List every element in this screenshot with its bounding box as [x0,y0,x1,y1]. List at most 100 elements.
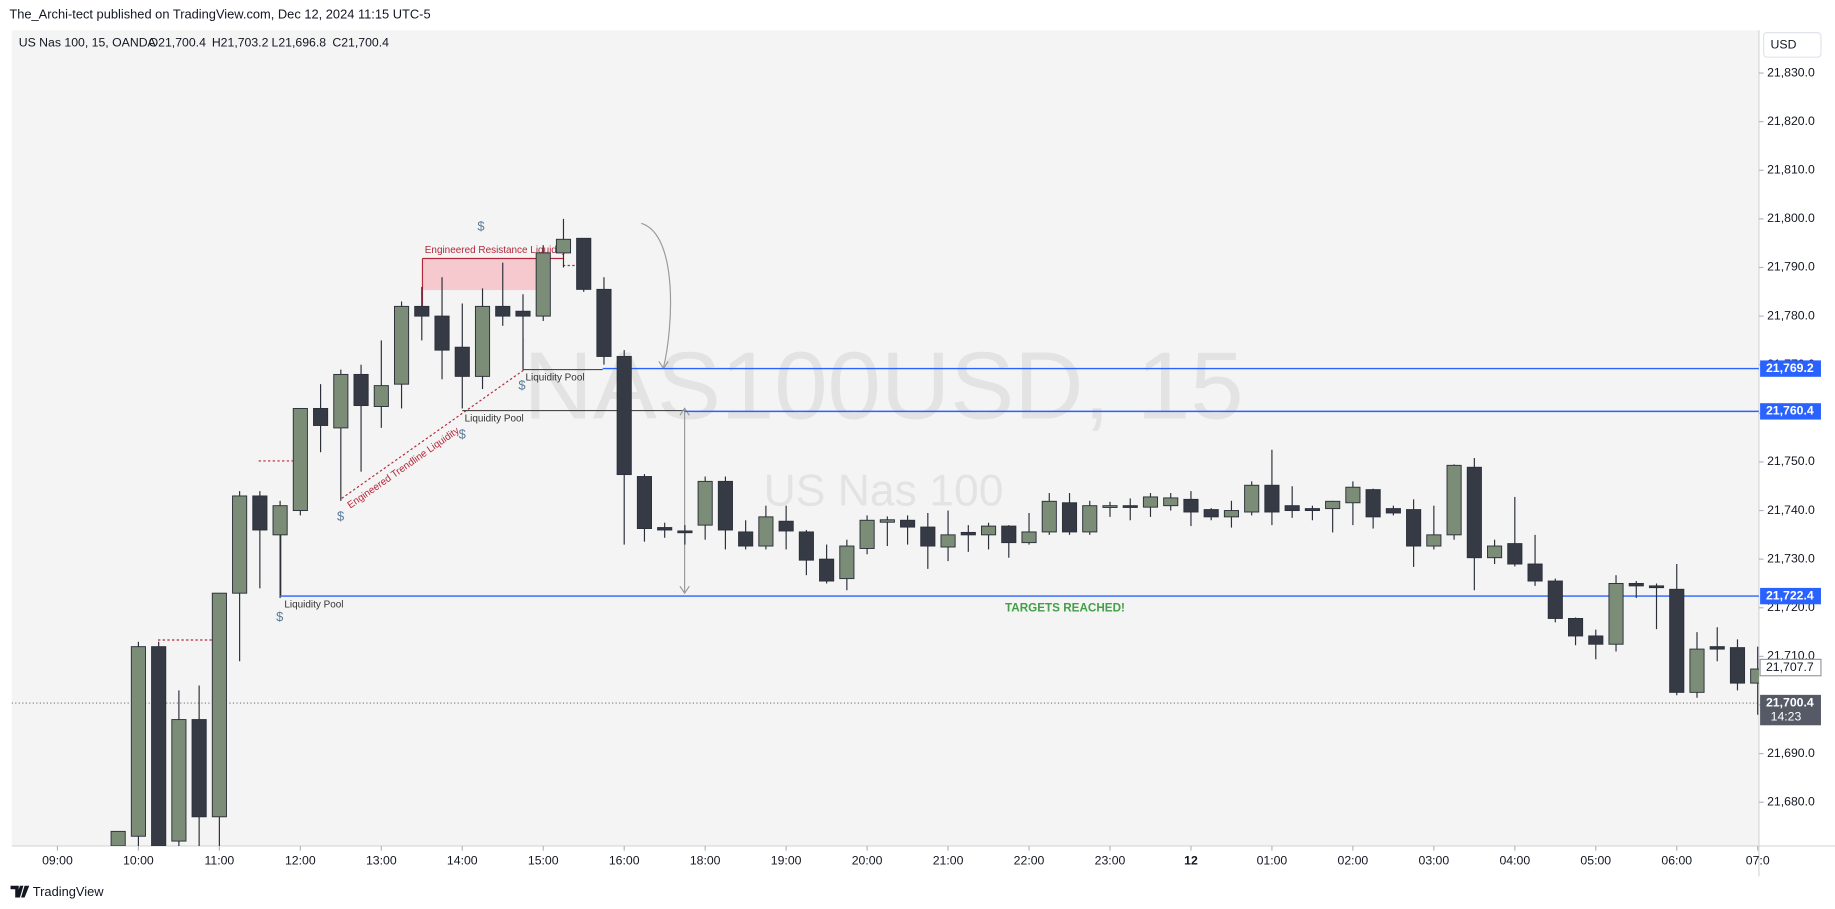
arrow-head [679,407,690,595]
annotation: TARGETS REACHED! [1005,601,1125,614]
dollar-icon: $ [518,377,525,392]
level-price-label [1760,403,1821,420]
candle-body [1102,505,1118,508]
candle-body [1385,508,1401,514]
candle-body [677,530,693,534]
x-tick-label: 11:00 [204,853,234,867]
x-tick-label: 02:00 [1338,853,1369,867]
candle-body [1001,525,1017,544]
candle-body [1669,588,1685,693]
y-tick-label: 21,810.0 [1767,163,1815,177]
candle-body [1628,582,1644,587]
marker-price-text: 21,707.7 [1766,660,1814,674]
candle-body [393,305,410,385]
dollar-icon: $ [459,427,466,442]
dollar-icon: $ [477,218,484,233]
resistance-zone [422,258,536,291]
curved-arrow [641,222,672,368]
candle-body [1203,509,1219,518]
candle-body [1608,582,1624,645]
candle-body [798,531,814,561]
dollar-icon: $ [337,509,344,524]
candle-body [313,407,329,426]
candle-body [1223,510,1239,518]
x-tick-label: 20:00 [852,853,883,867]
candle-body [1709,646,1725,650]
candle-body [1122,505,1138,508]
candle-body [717,480,733,531]
x-tick-label: 15:00 [528,853,559,867]
x-tick-label: 19:00 [771,853,802,867]
candle-body [515,310,531,317]
candle-body [960,531,976,536]
candle-body [171,719,187,842]
candle-body [474,305,491,377]
level-price-text: 21,722.4 [1766,588,1814,602]
candle-body [1041,500,1057,533]
legend-open: O21,700.4 [149,35,206,49]
candle-body [1284,505,1300,512]
candle-body [272,505,288,536]
x-tick-label: 06:00 [1661,853,1692,867]
candle-body [130,646,146,837]
y-tick-label: 21,820.0 [1767,114,1815,128]
x-tick-label: 13:00 [366,853,397,867]
x-tick-label: 09:00 [42,853,73,867]
y-tick-label: 21,680.0 [1767,794,1815,808]
level-price-label [1760,360,1821,377]
candle-body [1021,531,1037,544]
candle-body [1406,509,1422,547]
level-price-text: 21,769.2 [1766,361,1814,375]
annotation: Liquidity Pool [284,600,343,611]
candle-body [434,315,450,351]
x-tick-label: 01:00 [1257,853,1288,867]
candle-body [1244,484,1260,513]
candle-body [900,519,916,528]
candle-body [1588,635,1604,645]
candle-body [110,830,126,846]
candle-body [940,534,956,548]
candle-body [414,305,430,317]
currency-button[interactable] [1763,32,1822,58]
x-tick-label: 07:0 [1746,853,1770,867]
candle-body [1142,496,1159,508]
level-price-text: 21,760.4 [1766,404,1814,418]
annotation: Liquidity Pool [465,413,524,424]
annotation: Engineered Resistance Liquidity [425,245,567,256]
legend-close: C21,700.4 [332,35,389,49]
footer-brand: TradingView [33,884,104,899]
y-tick-label: 21,740.0 [1767,503,1815,517]
y-tick-label: 21,790.0 [1767,260,1815,274]
y-tick-label: 21,800.0 [1767,211,1815,225]
marker-price-label [1759,658,1822,677]
pane-content: NAS100USD, 15 US Nas 100 Engineered Resi… [11,218,1759,846]
x-tick-label: 22:00 [1014,853,1045,867]
legend-low: L21,696.8 [272,35,327,49]
x-tick-label: 10:00 [123,853,154,867]
currency[interactable]: USD [1771,38,1797,52]
annotation: Liquidity Pool [525,372,584,383]
candle-body [1365,489,1381,518]
candle-body [1648,585,1665,589]
y-tick-label: 21,780.0 [1767,308,1815,322]
last-price-label [1760,694,1821,726]
candle-body [252,495,268,531]
candle-body [778,520,794,532]
candle-body [1466,466,1482,559]
last-price-text: 21,700.4 [1766,695,1814,709]
candle-body [1507,543,1523,565]
candle-body [657,527,673,531]
candle-body [292,407,308,512]
candle-body [1082,505,1098,533]
candle-body [1183,498,1199,513]
watermark: NAS100USD, 15 [524,332,1244,439]
candle-body [1061,502,1078,533]
candle-body [596,288,612,357]
candle-body [697,480,713,526]
candle-body [738,531,754,547]
candle-body [859,519,875,549]
candle-body [819,558,835,582]
x-tick-label: 23:00 [1095,853,1126,867]
candle-body [1689,648,1705,693]
candle-body [576,237,592,290]
